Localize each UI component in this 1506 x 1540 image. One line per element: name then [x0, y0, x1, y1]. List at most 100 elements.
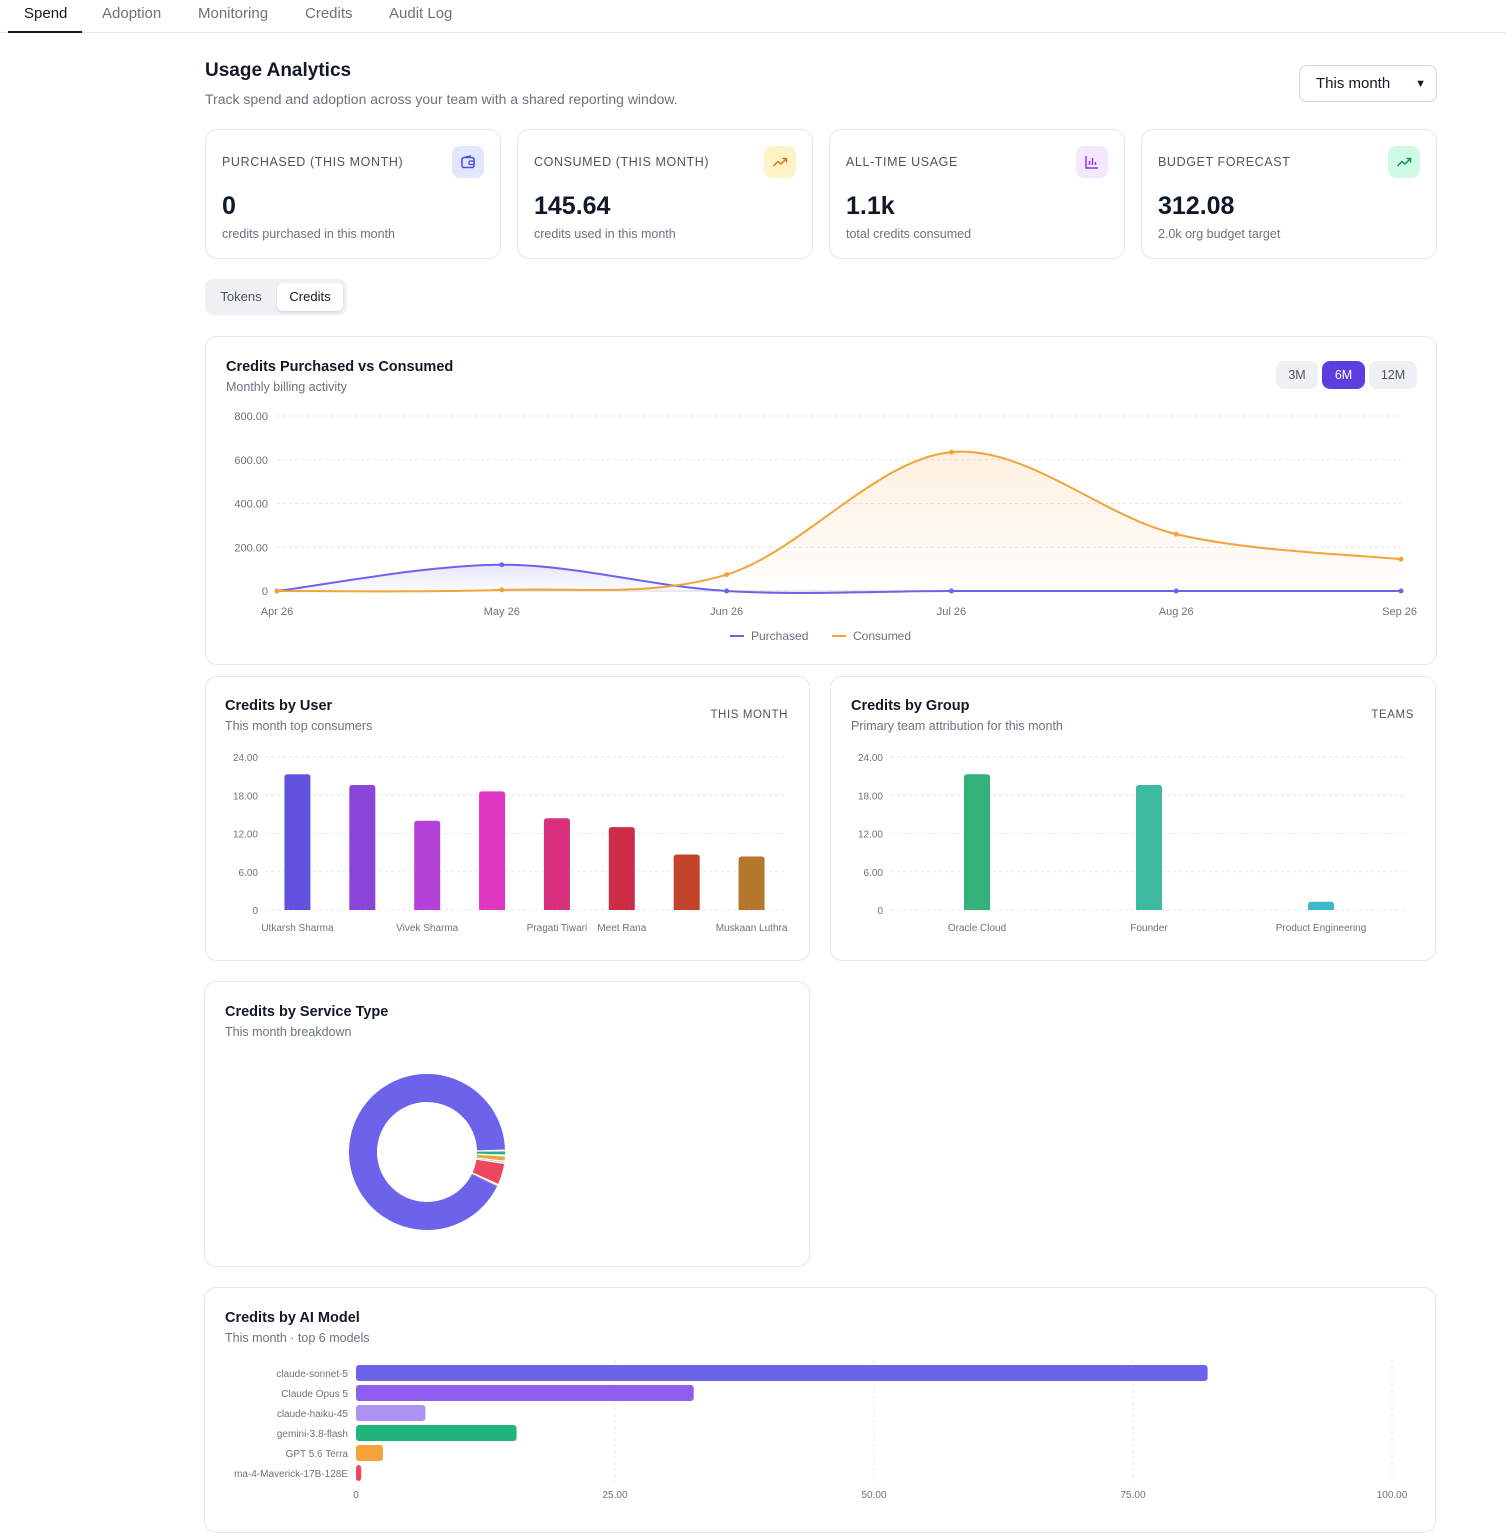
series-area-purchased [277, 564, 1401, 593]
kpi-label: ALL-TIME USAGE [846, 155, 958, 169]
donut-slice-chat [349, 1074, 505, 1230]
y-tick-label: 18.00 [233, 791, 258, 802]
toggle-credits[interactable]: Credits [277, 283, 343, 311]
y-tick-label: 0 [262, 586, 268, 598]
x-tick-label: Jul 26 [937, 606, 966, 618]
kpi-subtext: credits used in this month [534, 227, 676, 241]
y-tick-label: 200.00 [234, 542, 268, 554]
data-point [948, 449, 954, 455]
chart-title: Credits by Service Type [225, 1004, 389, 1020]
chart-subtitle: This month top consumers [225, 719, 373, 733]
chart-title: Credits by AI Model [225, 1310, 360, 1326]
purchased-vs-consumed-chart: 0 200.00 400.00 600.00 800.00 Apr 26 May 26 Jun… [234, 411, 1417, 643]
y-tick-label: claude-sonnet-5 [276, 1369, 348, 1380]
y-tick-label: GPT 5.6 Terra [286, 1449, 349, 1460]
kpi-label: CONSUMED (THIS MONTH) [534, 155, 710, 169]
x-tick-label: Product Engineering [1276, 923, 1367, 934]
series-line-consumed [276, 450, 1402, 593]
x-tick-label: Aug 26 [1159, 606, 1194, 618]
donut-slice-document-generation [472, 1159, 505, 1184]
y-tick-label: 18.00 [858, 791, 883, 802]
bar [414, 820, 441, 910]
data-point [1173, 531, 1179, 537]
credits-by-group-chart: 0 6.00 12.00 18.00 24.00 Oracle Cloud Founder P… [858, 753, 1407, 934]
data-point [1398, 556, 1404, 562]
kpi-label: BUDGET FORECAST [1158, 155, 1291, 169]
range-12m-button[interactable]: 12M [1369, 361, 1417, 389]
y-tick-label: 0 [877, 906, 883, 917]
data-point [724, 572, 730, 578]
chart-subtitle: This month · top 6 models [225, 1331, 370, 1345]
credits-by-user-chart: 0 6.00 12.00 18.00 24.00 Utkarsh Sharma Vivek … [233, 753, 788, 934]
donut-slice-web-search [476, 1154, 505, 1161]
kpi-card-consumed: CONSUMED (THIS MONTH) 145.64 credits use… [517, 129, 813, 259]
y-tick-label: 400.00 [234, 499, 268, 511]
chart-subtitle: Primary team attribution for this month [851, 719, 1063, 733]
top-tab-bar: Spend Adoption Monitoring Credits Audit … [0, 0, 1506, 33]
chart-subtitle: Monthly billing activity [226, 380, 347, 394]
kpi-value: 312.08 [1158, 192, 1235, 220]
tab-adoption[interactable]: Adoption [102, 5, 162, 22]
x-tick-label: Meet Rana [597, 923, 646, 934]
y-tick-label: 24.00 [233, 753, 258, 764]
kpi-value: 0 [222, 192, 236, 220]
range-3m-button[interactable]: 3M [1276, 361, 1318, 389]
bar [349, 785, 376, 910]
period-select-value: This month [1316, 75, 1391, 92]
toggle-tokens[interactable]: Tokens [220, 289, 262, 304]
range-6m-button[interactable]: 6M [1322, 361, 1365, 389]
teams-tag: TEAMS [1371, 709, 1414, 721]
credits-by-model-chart: 0 25.00 50.00 75.00 100.00 claude-sonnet-5 Cla… [234, 1360, 1408, 1501]
data-point [499, 562, 505, 568]
x-tick-label: Vivek Sharma [396, 923, 459, 934]
service-donut-chart [349, 1074, 505, 1230]
tab-monitoring[interactable]: Monitoring [198, 5, 269, 22]
x-tick-label: Oracle Cloud [948, 923, 1006, 934]
series-area-consumed [277, 451, 1401, 592]
tab-spend[interactable]: Spend [24, 5, 68, 22]
purchased-vs-consumed-card: Credits Purchased vs Consumed Monthly bi… [205, 336, 1437, 665]
x-tick-label: Founder [1130, 923, 1168, 934]
y-tick-label: 12.00 [233, 830, 258, 841]
y-tick-label: 24.00 [858, 753, 883, 764]
y-tick-label: Claude Opus 5 [281, 1389, 348, 1400]
x-tick-label: Apr 26 [261, 606, 293, 618]
y-tick-label: 6.00 [239, 868, 259, 879]
active-tab-indicator [8, 31, 82, 33]
legend-label: Purchased [751, 629, 808, 643]
y-tick-label: 800.00 [234, 411, 268, 423]
credits-by-service-card: Credits by Service Type This month break… [204, 981, 810, 1267]
wallet-icon [452, 146, 484, 178]
x-tick-label: 0 [353, 1490, 359, 1501]
donut-slice-chat-title [471, 1174, 497, 1188]
bar [673, 854, 700, 910]
x-tick-label: May 26 [484, 606, 520, 618]
x-tick-label: 25.00 [602, 1490, 627, 1501]
period-select[interactable]: This month ▼ [1299, 65, 1437, 102]
kpi-card-purchased: PURCHASED (THIS MONTH) 0 credits purchas… [205, 129, 501, 259]
chart-title: Credits by User [225, 698, 333, 714]
y-tick-label: 6.00 [864, 868, 884, 879]
bar [356, 1405, 426, 1421]
trend-up-icon [1388, 146, 1420, 178]
bar-chart-icon [1076, 146, 1108, 178]
chart-subtitle: This month breakdown [225, 1025, 352, 1039]
legend-label: Consumed [853, 629, 911, 643]
credits-by-user-card: Credits by User This month top consumers… [205, 676, 810, 961]
kpi-subtext: total credits consumed [846, 227, 972, 241]
donut-slice-image [476, 1151, 505, 1155]
page-title: Usage Analytics [205, 60, 352, 81]
x-tick-label: Muskaan Luthra [716, 923, 788, 934]
period-tag: THIS MONTH [710, 709, 788, 721]
x-tick-label: Sep 26 [1382, 606, 1417, 618]
tab-credits[interactable]: Credits [305, 5, 353, 22]
credits-by-group-card: Credits by Group Primary team attributio… [830, 676, 1436, 961]
bar [479, 791, 506, 910]
y-tick-label: 12.00 [858, 830, 883, 841]
kpi-subtext: credits purchased in this month [222, 227, 396, 241]
metric-toggle: Tokens Credits [205, 279, 347, 315]
bar [356, 1385, 694, 1401]
x-tick-label: Utkarsh Sharma [261, 923, 334, 934]
bar [356, 1445, 383, 1461]
tab-audit-log[interactable]: Audit Log [389, 5, 453, 22]
